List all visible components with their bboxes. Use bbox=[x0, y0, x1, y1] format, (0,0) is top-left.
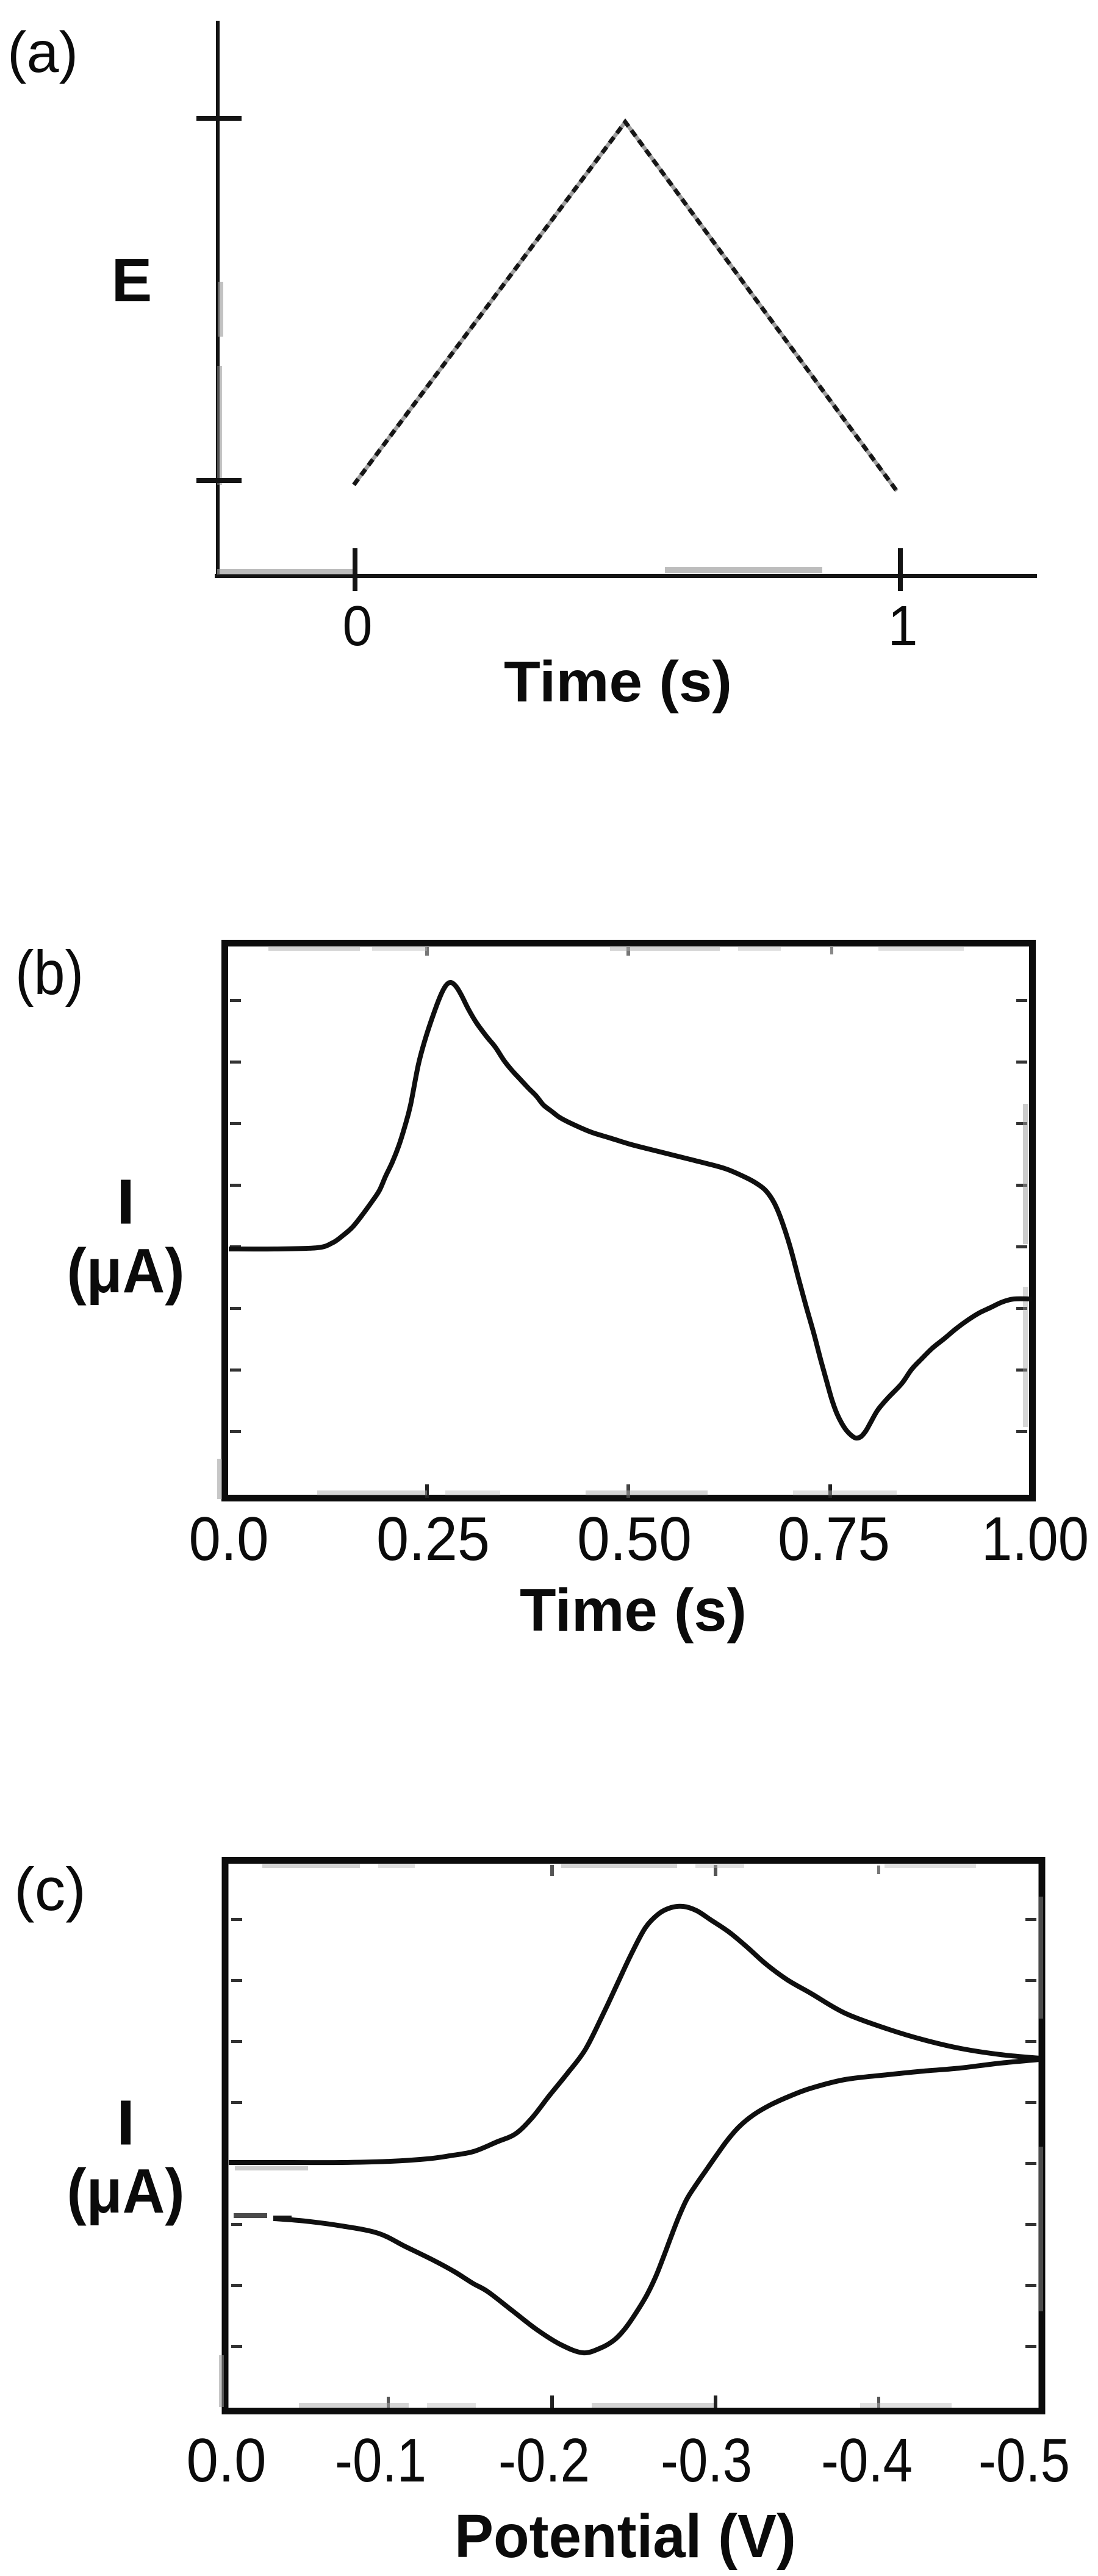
svg-text:Time (s): Time (s) bbox=[520, 1576, 747, 1644]
svg-text:(a): (a) bbox=[7, 20, 78, 85]
svg-text:Time (s): Time (s) bbox=[504, 649, 732, 714]
svg-text:1.00: 1.00 bbox=[981, 1505, 1089, 1573]
svg-text:0.25: 0.25 bbox=[376, 1505, 490, 1573]
svg-text:(b): (b) bbox=[15, 938, 84, 1007]
svg-text:I: I bbox=[117, 1167, 135, 1237]
svg-text:-0.2: -0.2 bbox=[498, 2427, 590, 2495]
svg-text:1: 1 bbox=[888, 594, 918, 657]
svg-text:(μA): (μA) bbox=[67, 2156, 185, 2226]
svg-text:-0.5: -0.5 bbox=[978, 2427, 1070, 2495]
svg-text:0.50: 0.50 bbox=[577, 1505, 692, 1573]
svg-text:-0.3: -0.3 bbox=[661, 2427, 752, 2495]
svg-text:(μA): (μA) bbox=[67, 1236, 185, 1306]
svg-text:0.0: 0.0 bbox=[189, 1505, 269, 1573]
svg-text:0: 0 bbox=[343, 594, 373, 657]
svg-text:E: E bbox=[112, 246, 152, 315]
svg-text:0.75: 0.75 bbox=[778, 1505, 890, 1573]
svg-text:(c): (c) bbox=[14, 1855, 86, 1923]
svg-text:Potential (V): Potential (V) bbox=[454, 2502, 796, 2571]
svg-text:-0.1: -0.1 bbox=[335, 2427, 426, 2495]
svg-text:0.0: 0.0 bbox=[187, 2427, 267, 2495]
svg-text:I: I bbox=[117, 2088, 135, 2158]
svg-text:-0.4: -0.4 bbox=[821, 2427, 913, 2495]
